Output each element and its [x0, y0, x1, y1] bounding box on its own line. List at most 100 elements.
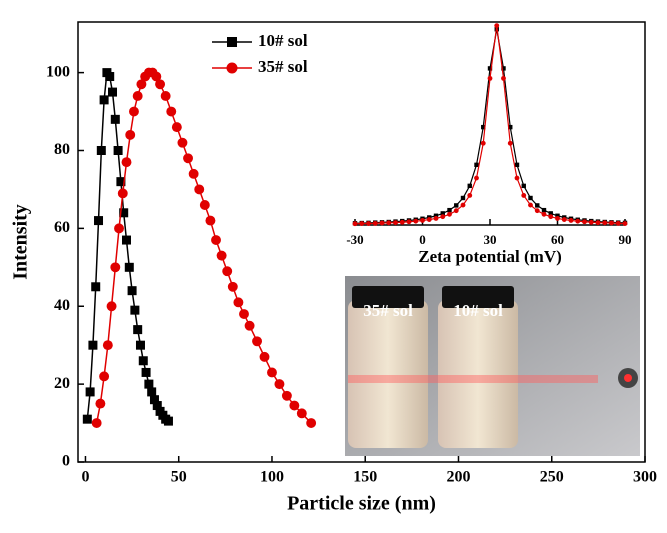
marker	[91, 282, 100, 291]
marker	[222, 266, 232, 276]
marker	[133, 91, 143, 101]
x-tick-label: 60	[551, 232, 564, 247]
marker	[447, 208, 451, 212]
photo: 35# sol 10# sol	[345, 276, 640, 456]
x-axis-title: Zeta potential (mV)	[418, 247, 562, 266]
marker	[393, 220, 398, 225]
marker	[528, 196, 532, 200]
series-line	[97, 73, 311, 423]
marker	[508, 141, 513, 146]
marker	[172, 122, 182, 132]
marker	[189, 169, 199, 179]
marker	[373, 221, 378, 226]
marker	[107, 301, 117, 311]
marker	[200, 200, 210, 210]
marker	[217, 251, 227, 261]
marker	[623, 221, 628, 226]
marker	[252, 336, 262, 346]
marker	[136, 341, 145, 350]
photo-label: 10# sol	[453, 301, 503, 320]
marker	[609, 221, 614, 226]
marker	[125, 130, 135, 140]
marker	[233, 297, 243, 307]
marker	[92, 418, 102, 428]
figure: 35# sol 10# sol 050100150200250300020406…	[0, 0, 667, 528]
x-tick-label: 50	[171, 469, 187, 486]
marker	[454, 208, 459, 213]
marker	[282, 391, 292, 401]
y-axis-title: Intensity	[10, 204, 32, 280]
marker	[447, 212, 452, 217]
marker	[95, 399, 105, 409]
marker	[515, 176, 520, 181]
marker	[555, 216, 560, 221]
y-tick-label: 100	[46, 63, 70, 80]
marker	[616, 221, 621, 226]
marker	[596, 220, 601, 225]
marker	[122, 157, 132, 167]
marker	[114, 146, 123, 155]
marker	[194, 184, 204, 194]
marker	[454, 203, 458, 207]
marker	[164, 417, 173, 426]
marker	[274, 379, 284, 389]
marker	[111, 115, 120, 124]
legend-label: 35# sol	[258, 57, 308, 76]
marker	[118, 188, 128, 198]
marker	[110, 262, 120, 272]
marker	[289, 401, 299, 411]
x-tick-label: 0	[419, 232, 426, 247]
marker	[267, 367, 277, 377]
series-line	[355, 29, 625, 223]
legend-marker	[227, 37, 237, 47]
marker	[125, 263, 134, 272]
y-tick-label: 20	[54, 375, 70, 392]
marker	[97, 146, 106, 155]
x-tick-label: 250	[540, 469, 564, 486]
x-tick-label: 30	[484, 232, 497, 247]
x-axis-title: Particle size (nm)	[287, 493, 436, 515]
marker	[515, 163, 519, 167]
marker	[494, 23, 499, 28]
marker	[413, 219, 418, 224]
marker	[94, 216, 103, 225]
marker	[468, 184, 472, 188]
marker	[386, 220, 391, 225]
marker	[562, 217, 567, 222]
marker	[440, 214, 445, 219]
marker	[400, 220, 405, 225]
marker	[461, 203, 466, 208]
series-line	[87, 73, 168, 421]
marker	[569, 218, 574, 223]
marker	[144, 380, 153, 389]
marker	[228, 282, 238, 292]
marker	[528, 203, 533, 208]
marker	[522, 184, 526, 188]
marker	[133, 325, 142, 334]
marker	[420, 218, 425, 223]
marker	[211, 235, 221, 245]
marker	[86, 387, 95, 396]
marker	[434, 216, 439, 221]
y-tick-label: 80	[54, 141, 70, 158]
marker	[359, 221, 364, 226]
marker	[521, 193, 526, 198]
series-line	[355, 26, 625, 224]
marker	[366, 221, 371, 226]
marker	[83, 415, 92, 424]
marker	[535, 203, 539, 207]
marker	[488, 76, 493, 81]
marker	[166, 107, 176, 117]
marker	[205, 216, 215, 226]
marker	[108, 88, 117, 97]
marker	[474, 176, 479, 181]
marker	[297, 408, 307, 418]
marker	[239, 309, 249, 319]
marker	[353, 221, 358, 226]
marker	[100, 95, 109, 104]
marker	[548, 214, 553, 219]
marker	[575, 219, 580, 224]
marker	[161, 91, 171, 101]
marker	[542, 208, 546, 212]
legend-label: 10# sol	[258, 31, 308, 50]
